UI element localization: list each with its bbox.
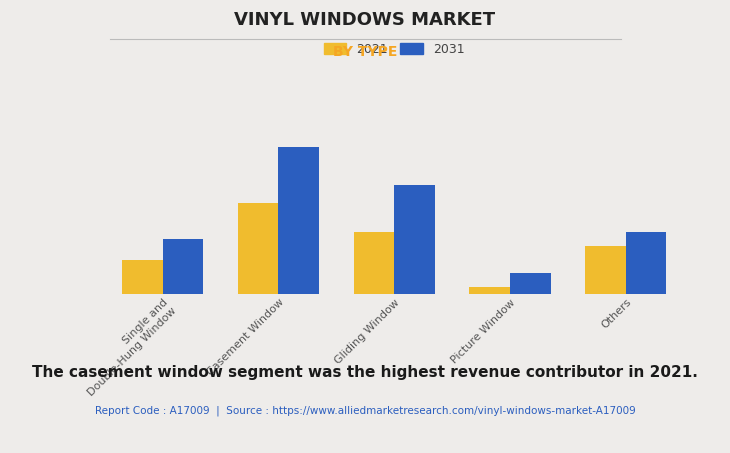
Text: VINYL WINDOWS MARKET: VINYL WINDOWS MARKET: [234, 11, 496, 29]
Bar: [510, 273, 550, 294]
Text: The casement window segment was the highest revenue contributor in 2021.: The casement window segment was the high…: [32, 365, 698, 380]
Bar: [394, 185, 435, 294]
Text: Report Code : A17009  |  Source : https://www.alliedmarketresearch.com/vinyl-win: Report Code : A17009 | Source : https://…: [95, 405, 635, 416]
Bar: [353, 231, 394, 294]
Bar: [626, 231, 666, 294]
Text: BY TYPE: BY TYPE: [333, 45, 397, 59]
Bar: [585, 246, 626, 294]
Bar: [238, 203, 278, 294]
Bar: [469, 287, 510, 294]
Bar: [278, 147, 319, 294]
Bar: [122, 260, 163, 294]
Bar: [163, 239, 203, 294]
Legend: 2021, 2031: 2021, 2031: [320, 39, 469, 59]
